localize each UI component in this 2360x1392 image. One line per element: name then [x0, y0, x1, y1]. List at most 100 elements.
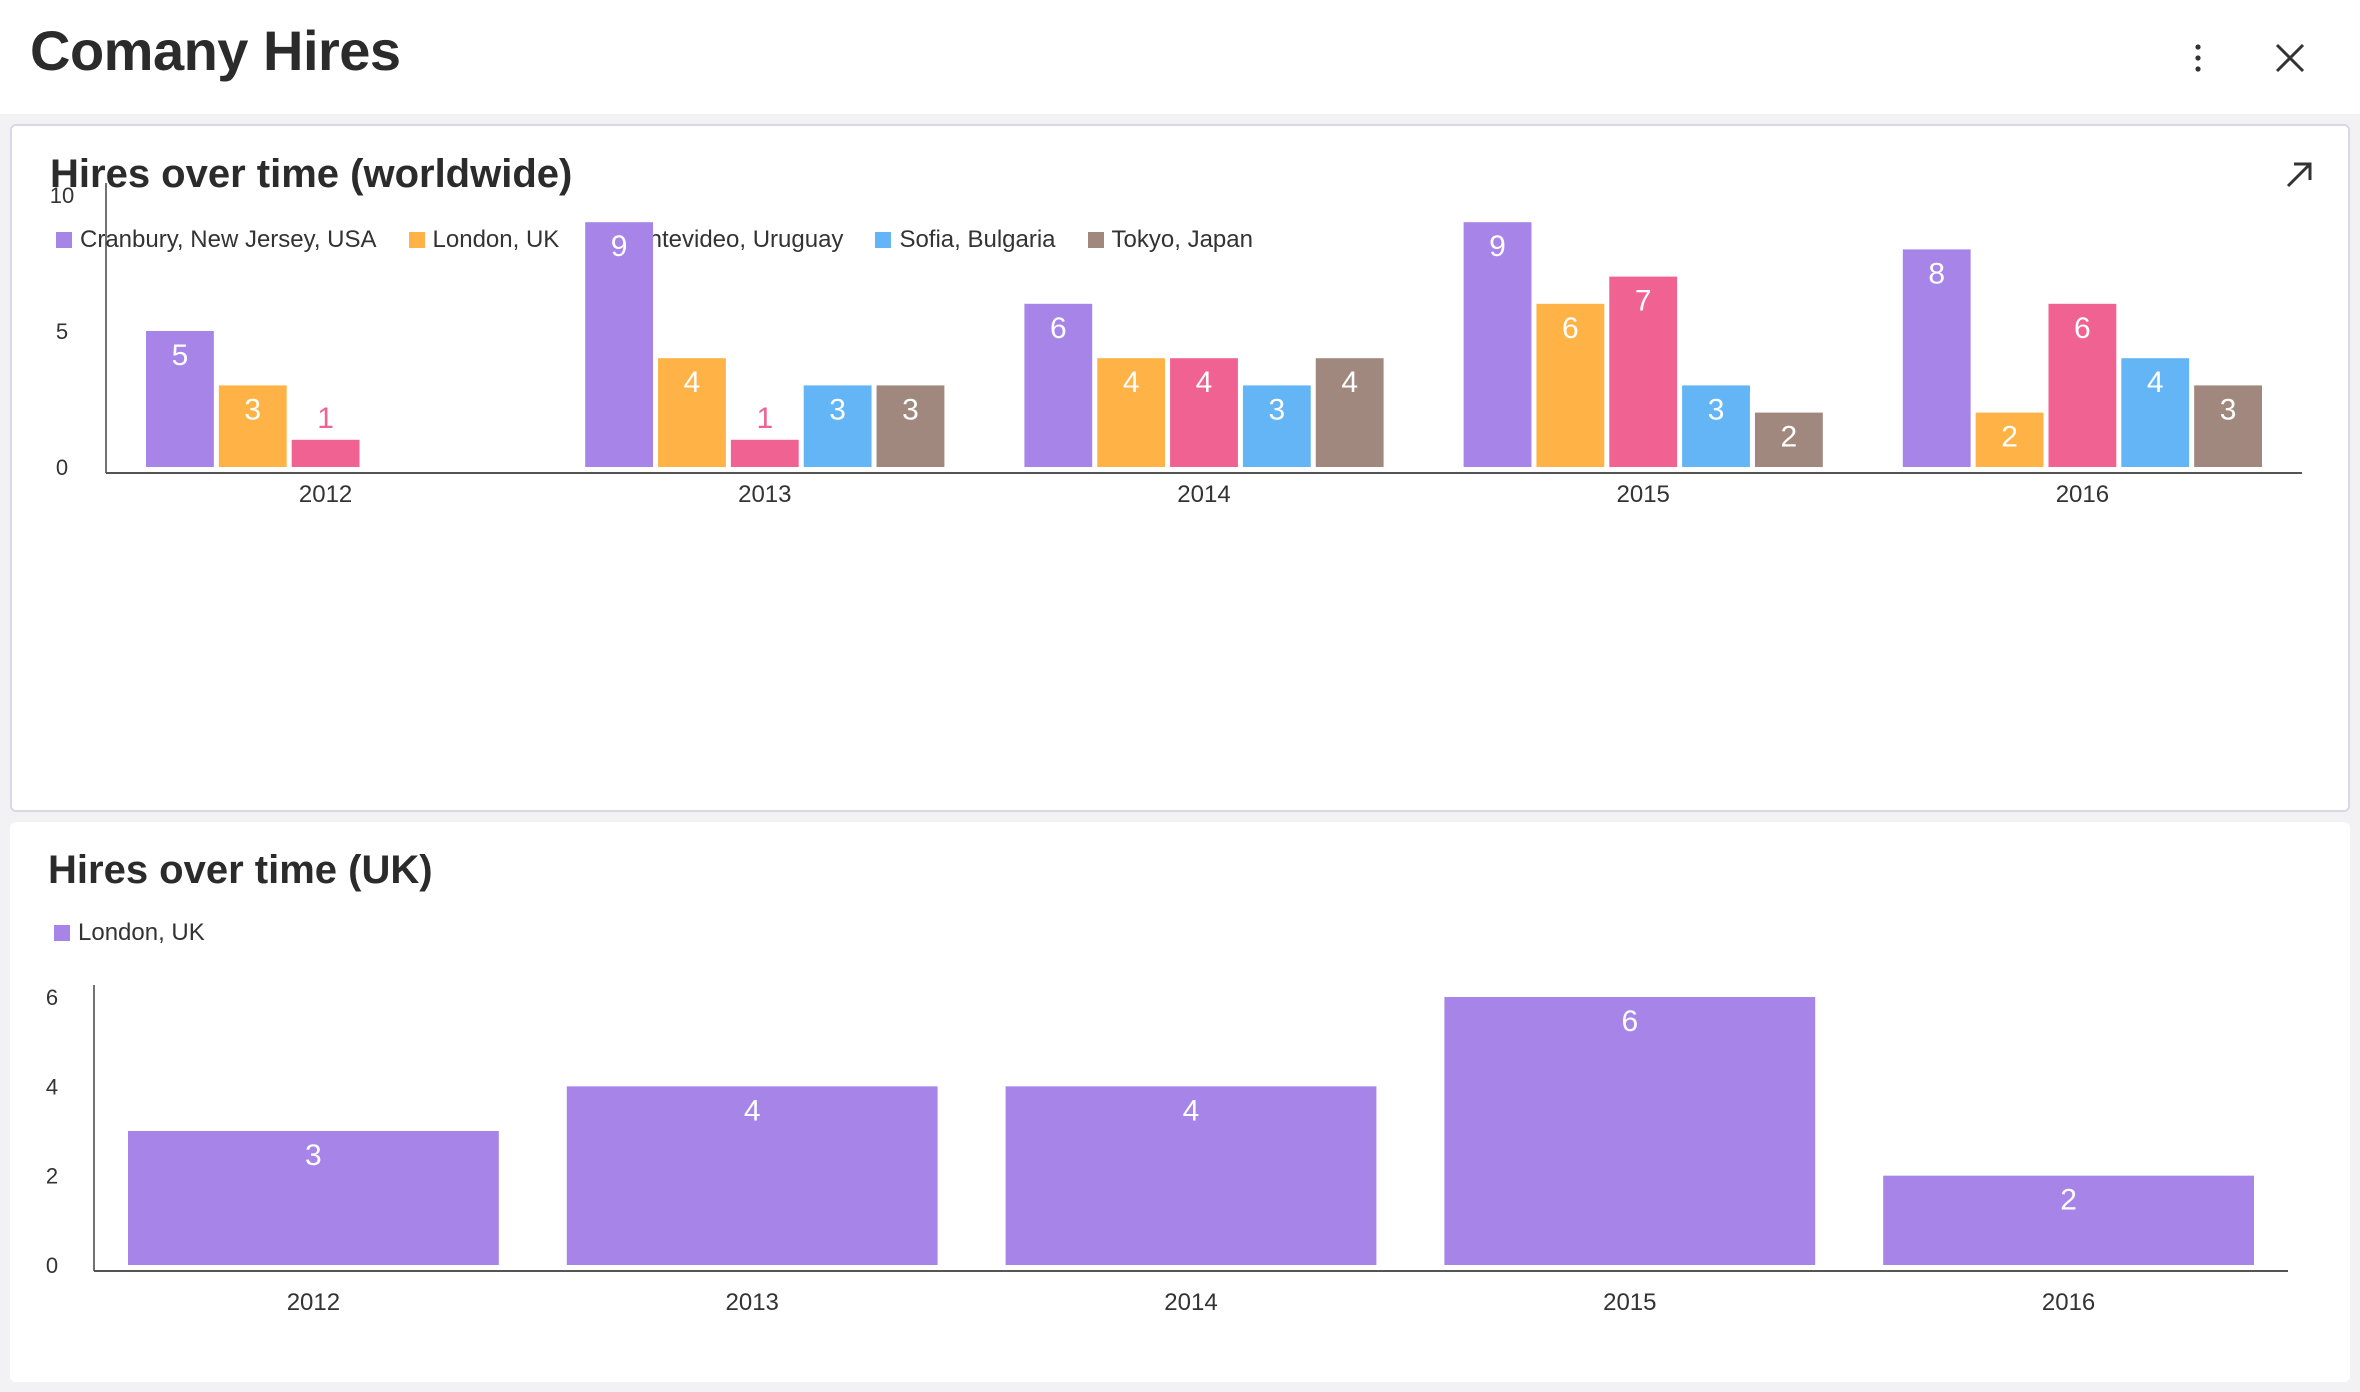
data-label: 4 [1341, 366, 1358, 399]
x-tick-label: 2012 [299, 481, 352, 508]
x-tick-label: 2013 [726, 1289, 779, 1316]
bar[interactable] [1609, 276, 1678, 467]
bar[interactable] [1315, 358, 1384, 467]
data-label: 3 [2220, 393, 2237, 426]
bar[interactable] [146, 331, 214, 467]
data-label: 7 [1635, 285, 1652, 318]
legend-label: Montevideo, Uruguay [615, 226, 844, 253]
bar[interactable] [1097, 358, 1166, 467]
data-label: 9 [1489, 230, 1506, 263]
bar[interactable] [2194, 385, 2262, 467]
bar[interactable] [2121, 358, 2190, 467]
legend-label: Sofia, Bulgaria [899, 226, 1056, 253]
chart-title: Hires over time (worldwide) [50, 152, 573, 196]
bar[interactable] [1536, 303, 1605, 467]
bar[interactable] [1005, 1086, 1377, 1265]
bar[interactable] [730, 439, 799, 467]
data-label: 4 [1123, 366, 1140, 399]
data-label: 4 [1196, 366, 1213, 399]
data-label: 5 [172, 339, 189, 372]
y-tick-label: 4 [46, 1074, 58, 1099]
data-label: 3 [829, 393, 846, 426]
app-header: Comany Hires [0, 0, 2360, 114]
bar[interactable] [803, 385, 872, 467]
bar[interactable] [1242, 385, 1311, 467]
legend-label: London, UK [78, 919, 205, 946]
bar[interactable] [1170, 358, 1238, 467]
bar[interactable] [876, 385, 945, 467]
data-label: 2 [2060, 1184, 2077, 1217]
bar[interactable] [658, 358, 726, 467]
bar[interactable] [1975, 412, 2044, 467]
data-label: 3 [1708, 393, 1725, 426]
bar[interactable] [1883, 1175, 2254, 1265]
x-tick-label: 2012 [287, 1289, 340, 1316]
data-label: 4 [684, 366, 701, 399]
data-label: 1 [317, 402, 334, 435]
bar[interactable] [1463, 222, 1532, 467]
bar[interactable] [2048, 303, 2117, 467]
data-label: 6 [1050, 312, 1067, 345]
bar[interactable] [128, 1131, 499, 1265]
legend-swatch [54, 925, 70, 941]
data-label: 3 [305, 1139, 322, 1172]
bar[interactable] [566, 1086, 938, 1265]
legend-label: London, UK [432, 226, 560, 253]
data-label: 6 [2074, 312, 2091, 345]
data-label: 2 [2001, 421, 2018, 454]
legend-swatch [56, 232, 72, 248]
data-label: 3 [244, 393, 261, 426]
x-tick-label: 2016 [2042, 1289, 2095, 1316]
page-title: Comany Hires [30, 19, 401, 82]
x-tick-label: 2014 [1177, 481, 1230, 508]
data-label: 6 [1562, 312, 1579, 345]
bar[interactable] [1754, 412, 1823, 467]
data-label: 3 [902, 393, 919, 426]
y-tick-label: 2 [46, 1164, 58, 1189]
expand-arrow-icon[interactable] [2274, 150, 2324, 200]
legend-item[interactable]: Cranbury, New Jersey, USA [56, 226, 377, 254]
chart-legend: Cranbury, New Jersey, USA London, UK Monte… [56, 226, 1253, 254]
data-label: 9 [611, 230, 628, 263]
legend-swatch [1087, 232, 1104, 248]
bar[interactable] [1024, 303, 1093, 467]
y-tick-label: 6 [46, 985, 58, 1010]
data-label: 6 [1621, 1005, 1638, 1038]
data-label: 3 [1268, 393, 1285, 426]
bar-chart-worldwide: 0 5 10 2012 5 3 1 2013 9 4 1 3 3 2014 6 4 4 3 4 2015 9 6 7 3 2 20… [50, 183, 2302, 508]
x-tick-label: 2016 [2056, 481, 2109, 508]
data-label: 4 [1183, 1094, 1200, 1127]
bar[interactable] [1902, 249, 1971, 467]
legend-item[interactable]: Sofia, Bulgaria [875, 226, 1056, 254]
data-label: 4 [744, 1094, 761, 1127]
data-label: 4 [2147, 366, 2164, 399]
data-label: 1 [756, 402, 773, 435]
data-label: 2 [1781, 421, 1798, 454]
legend-item[interactable]: London, UK [408, 226, 560, 254]
x-tick-label: 2015 [1603, 1289, 1656, 1316]
y-tick-label: 0 [46, 1253, 58, 1278]
chart-card-worldwide: Hires over time (worldwide) Cranbury, Ne… [10, 124, 2350, 812]
y-tick-label: 5 [56, 319, 68, 344]
data-label: 8 [1928, 257, 1945, 290]
more-vertical-icon[interactable] [2170, 30, 2226, 86]
legend-item[interactable]: London, UK [54, 919, 205, 947]
x-tick-label: 2013 [738, 481, 791, 508]
legend-swatch [408, 232, 425, 248]
bar[interactable] [291, 439, 360, 467]
y-tick-label: 0 [56, 455, 68, 480]
bar[interactable] [1444, 997, 1816, 1265]
chart-legend: London, UK [54, 919, 205, 947]
bar[interactable] [585, 222, 654, 467]
bar[interactable] [218, 385, 287, 467]
y-tick-label: 10 [50, 183, 74, 208]
legend-item[interactable]: Tokyo, Japan [1087, 226, 1253, 254]
chart-title: Hires over time (UK) [48, 848, 433, 892]
bar-chart-uk: 0 2 4 6 2012 3 2013 4 2014 4 2015 6 2016 2 [46, 985, 2288, 1316]
x-tick-label: 2014 [1164, 1289, 1217, 1316]
legend-swatch [875, 232, 892, 248]
chart-card-uk: Hires over time (UK) London, UK 0 2 4 6 2012… [10, 822, 2350, 1382]
close-icon[interactable] [2262, 30, 2318, 86]
bar[interactable] [1682, 385, 1750, 467]
legend-label: Tokyo, Japan [1111, 226, 1253, 253]
